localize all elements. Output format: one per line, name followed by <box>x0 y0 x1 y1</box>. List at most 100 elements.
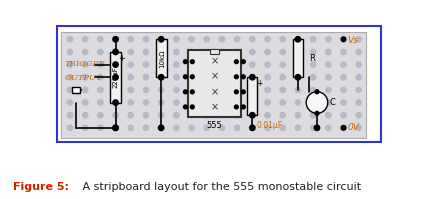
Circle shape <box>98 112 103 118</box>
Circle shape <box>241 75 245 79</box>
Text: TRIGGER: TRIGGER <box>65 60 106 68</box>
Circle shape <box>143 87 149 93</box>
Circle shape <box>113 37 118 42</box>
Circle shape <box>189 62 194 67</box>
Circle shape <box>158 75 164 80</box>
Circle shape <box>67 100 73 105</box>
Circle shape <box>235 90 238 94</box>
Text: +: + <box>256 79 262 88</box>
Circle shape <box>315 111 319 115</box>
Circle shape <box>98 75 103 80</box>
Circle shape <box>113 100 118 105</box>
Circle shape <box>310 100 316 105</box>
Circle shape <box>310 75 316 80</box>
Circle shape <box>306 92 328 113</box>
Circle shape <box>189 125 194 131</box>
Circle shape <box>128 75 134 80</box>
Circle shape <box>158 100 164 105</box>
Circle shape <box>341 87 346 93</box>
Circle shape <box>235 105 238 109</box>
Circle shape <box>250 100 255 105</box>
Circle shape <box>189 37 194 42</box>
Circle shape <box>204 62 209 67</box>
Circle shape <box>235 75 238 79</box>
Text: 0.01μF: 0.01μF <box>256 121 282 130</box>
Circle shape <box>174 125 179 131</box>
Circle shape <box>67 125 73 131</box>
Circle shape <box>158 87 164 93</box>
Circle shape <box>67 37 73 42</box>
Circle shape <box>235 60 238 64</box>
Circle shape <box>235 37 240 42</box>
Circle shape <box>113 125 118 131</box>
Circle shape <box>98 87 103 93</box>
Circle shape <box>128 100 134 105</box>
Circle shape <box>83 75 88 80</box>
Circle shape <box>235 100 240 105</box>
Circle shape <box>235 87 240 93</box>
Circle shape <box>280 37 285 42</box>
Circle shape <box>158 49 164 55</box>
Circle shape <box>250 112 255 118</box>
Circle shape <box>190 90 194 94</box>
Circle shape <box>295 125 300 131</box>
Bar <box>210 49 219 54</box>
Text: A stripboard layout for the 555 monostable circuit: A stripboard layout for the 555 monostab… <box>79 182 361 192</box>
Circle shape <box>83 37 88 42</box>
Circle shape <box>310 49 316 55</box>
Text: R: R <box>309 54 315 63</box>
Text: ×: × <box>210 102 218 112</box>
Circle shape <box>356 125 361 131</box>
Circle shape <box>295 75 300 80</box>
Text: ×: × <box>210 57 218 67</box>
Circle shape <box>326 100 331 105</box>
Text: C: C <box>329 98 335 107</box>
Circle shape <box>250 75 255 80</box>
Text: ×: × <box>210 72 218 82</box>
Circle shape <box>265 37 270 42</box>
Text: 220μF: 220μF <box>113 66 119 88</box>
Circle shape <box>219 62 225 67</box>
Circle shape <box>190 105 194 109</box>
Circle shape <box>326 87 331 93</box>
Circle shape <box>113 125 118 131</box>
Circle shape <box>241 105 245 109</box>
Circle shape <box>143 75 149 80</box>
Circle shape <box>143 112 149 118</box>
Circle shape <box>265 49 270 55</box>
Circle shape <box>295 75 300 80</box>
Circle shape <box>356 62 361 67</box>
Circle shape <box>219 37 225 42</box>
Circle shape <box>113 62 118 67</box>
Circle shape <box>315 90 319 94</box>
Text: 0V: 0V <box>348 123 359 132</box>
Circle shape <box>219 75 225 80</box>
Circle shape <box>295 112 300 118</box>
Circle shape <box>113 75 118 80</box>
Circle shape <box>158 112 164 118</box>
Circle shape <box>341 112 346 118</box>
Circle shape <box>83 100 88 105</box>
Circle shape <box>280 62 285 67</box>
Bar <box>57 26 381 142</box>
Circle shape <box>83 125 88 131</box>
Circle shape <box>341 125 346 131</box>
Circle shape <box>280 125 285 131</box>
Circle shape <box>128 37 134 42</box>
Circle shape <box>356 87 361 93</box>
Bar <box>72 87 80 93</box>
Circle shape <box>250 125 255 131</box>
Circle shape <box>174 112 179 118</box>
Bar <box>156 39 166 77</box>
Circle shape <box>295 49 300 55</box>
Circle shape <box>113 125 118 131</box>
Circle shape <box>98 125 103 131</box>
Circle shape <box>67 49 73 55</box>
Circle shape <box>158 125 164 131</box>
Circle shape <box>83 49 88 55</box>
Circle shape <box>250 112 255 118</box>
Circle shape <box>326 49 331 55</box>
Circle shape <box>356 112 361 118</box>
Circle shape <box>341 75 346 80</box>
Circle shape <box>250 75 255 80</box>
